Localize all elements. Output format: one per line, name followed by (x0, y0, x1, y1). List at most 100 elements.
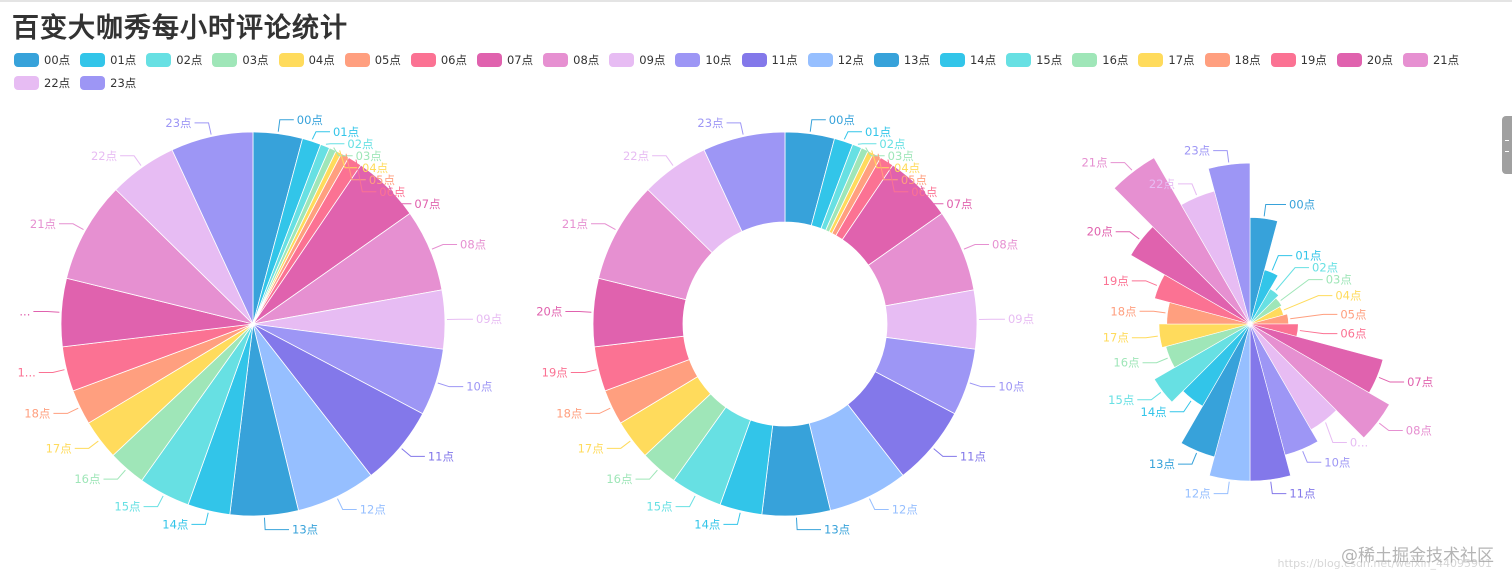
label-leader-line (333, 147, 353, 157)
label-leader-line (38, 369, 65, 374)
slice-label: 16点 (74, 472, 100, 486)
label-leader-line (809, 119, 826, 132)
slice-label: 13点 (292, 523, 318, 537)
pie-slice[interactable] (1158, 323, 1251, 348)
legend-item[interactable]: 10点 (675, 52, 732, 68)
slice-label: 21点 (30, 217, 56, 231)
legend-item[interactable]: 18点 (1204, 52, 1261, 68)
slice-label: 03点 (888, 149, 914, 163)
pie-slice[interactable] (703, 131, 786, 233)
legend-label: 04点 (308, 53, 335, 67)
label-leader-line (869, 498, 889, 510)
legend-item[interactable]: 23点 (80, 75, 136, 91)
slice-label: 01点 (865, 125, 891, 139)
legend-item[interactable]: 02点 (146, 52, 202, 68)
legend-label: 01点 (110, 53, 137, 67)
label-leader-line (1302, 451, 1322, 463)
pie-slice[interactable] (1249, 269, 1279, 325)
scroll-handle[interactable] (1502, 116, 1512, 174)
label-leader-line (969, 382, 996, 388)
pie-slice[interactable] (1113, 157, 1251, 325)
legend-item[interactable]: 06点 (410, 52, 467, 68)
legend-item[interactable]: 19点 (1270, 52, 1327, 68)
slice-label: 03点 (356, 149, 382, 163)
slice-label: 0... (1350, 435, 1368, 449)
pie-slice[interactable] (1249, 288, 1280, 325)
legend-item[interactable]: 11点 (741, 52, 798, 68)
slice-label: 05点 (1340, 307, 1366, 321)
pie-slice[interactable] (1249, 323, 1390, 439)
legend-item[interactable]: 13点 (873, 52, 930, 68)
label-leader-line (1177, 183, 1198, 196)
legend-label: 18点 (1234, 53, 1261, 67)
legend-item[interactable]: 08点 (543, 52, 599, 68)
pie-slice[interactable] (1208, 323, 1251, 482)
slice-label: ... (19, 305, 30, 319)
legend-item[interactable]: 09点 (609, 52, 665, 68)
legend-item[interactable]: 16点 (1072, 52, 1128, 68)
slice-label: 14点 (1141, 405, 1167, 419)
slice-label: 11点 (1289, 487, 1315, 501)
grip-icon (1505, 140, 1509, 152)
slice-label: 23点 (697, 116, 723, 130)
slice-label: 20点 (1087, 225, 1113, 239)
legend-swatch (1138, 53, 1164, 67)
label-leader-line (877, 153, 898, 181)
legend-label: 22点 (44, 76, 71, 90)
legend-item[interactable]: 20点 (1336, 52, 1393, 68)
label-leader-line (865, 147, 885, 157)
slice-label: 14点 (694, 517, 720, 531)
legend-label: 10点 (705, 53, 732, 67)
pie-slice[interactable] (171, 131, 254, 325)
legend-swatch (939, 53, 965, 67)
slice-label: 07点 (414, 197, 440, 211)
legend-item[interactable]: 15点 (1006, 52, 1062, 68)
legend-item[interactable]: 01点 (80, 52, 136, 68)
label-leader-line (795, 517, 821, 531)
label-leader-line (1169, 400, 1192, 413)
legend-label: 16点 (1102, 53, 1129, 67)
legend-item[interactable]: 22点 (14, 75, 70, 91)
slice-label: 02点 (1312, 261, 1338, 275)
slice-label: 18点 (1110, 304, 1136, 318)
label-leader-line (1280, 279, 1323, 301)
pie-slice[interactable] (1207, 162, 1251, 325)
legend-label: 17点 (1168, 53, 1195, 67)
legend-label: 07点 (506, 53, 534, 67)
label-leader-line (1115, 231, 1140, 240)
label-leader-line (565, 311, 592, 313)
legend-item[interactable]: 17点 (1138, 52, 1195, 68)
legend-item[interactable]: 21点 (1402, 52, 1459, 68)
pie-slice[interactable] (1249, 297, 1283, 325)
label-leader-line (1271, 255, 1293, 271)
pie-slice[interactable] (1153, 323, 1251, 403)
legend-item[interactable]: 05点 (344, 52, 401, 68)
legend-item[interactable]: 14点 (939, 52, 996, 68)
legend-item[interactable]: 03点 (212, 52, 269, 68)
slice-label: 00点 (829, 113, 855, 127)
slice-label: 15点 (114, 500, 140, 514)
slice-label: 03点 (1326, 273, 1352, 287)
legend-item[interactable]: 12点 (807, 52, 864, 68)
slice-label: 01点 (333, 125, 359, 139)
label-leader-line (120, 155, 142, 166)
label-leader-line (263, 517, 289, 531)
label-leader-line (1263, 203, 1286, 217)
slice-label: 08点 (1406, 423, 1432, 437)
pie-slice[interactable] (66, 189, 255, 325)
legend-label: 06点 (440, 53, 467, 67)
label-leader-line (933, 448, 957, 457)
legend-label: 03点 (242, 53, 269, 67)
pie-slice[interactable] (1180, 323, 1251, 458)
label-leader-line (103, 469, 126, 480)
label-leader-line (1290, 313, 1338, 320)
legend-item[interactable]: 00点 (14, 52, 70, 68)
slice-label: 11点 (960, 449, 986, 463)
slice-label: 23点 (165, 116, 191, 130)
legend-item[interactable]: 07点 (476, 52, 534, 68)
legend-item[interactable]: 04点 (278, 52, 335, 68)
label-leader-line (1177, 452, 1198, 465)
chart-title: 百变大咖秀每小时评论统计 (12, 13, 348, 44)
label-leader-line (1378, 376, 1405, 383)
slice-label: 23点 (1184, 144, 1210, 158)
